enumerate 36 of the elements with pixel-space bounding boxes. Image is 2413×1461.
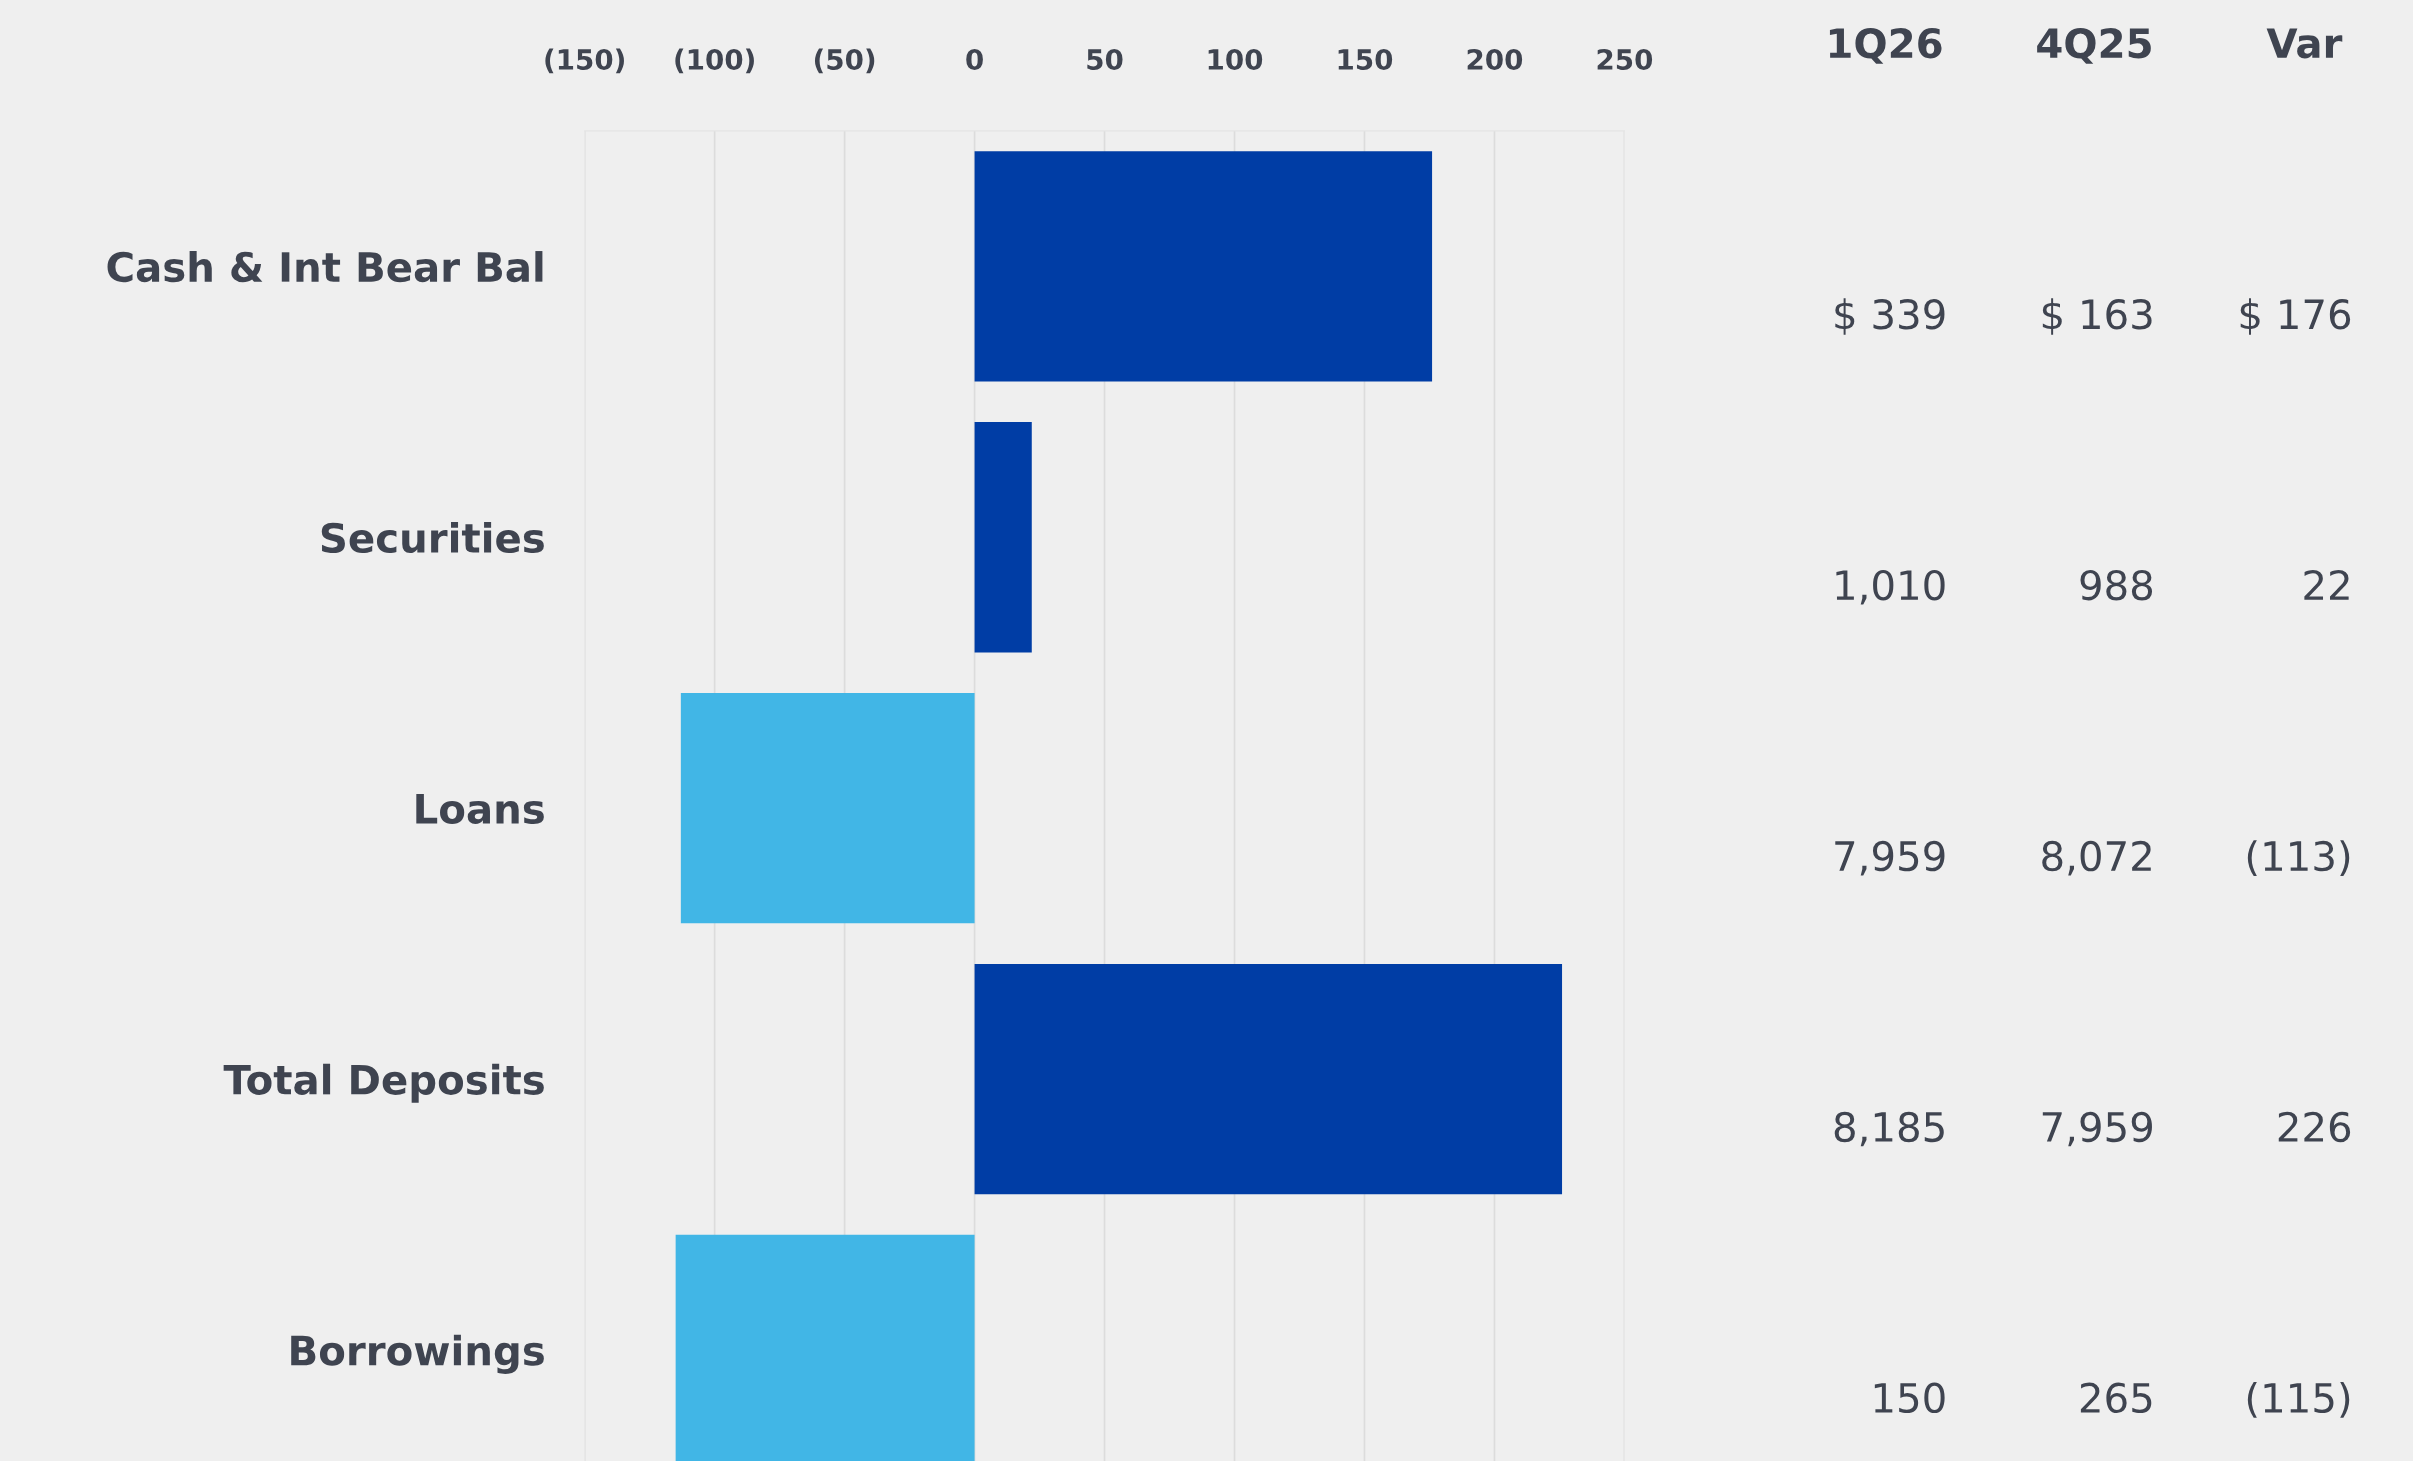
data-label: (113) [2247, 840, 2350, 877]
y-tick-label: Cash & Int Bear Bal [107, 251, 543, 283]
data-label: 22 [2304, 569, 2349, 600]
text: 150 [1874, 1382, 1945, 1414]
data-label: $ 176 [2240, 298, 2351, 335]
x-tick-label: 200 [1467, 48, 1523, 70]
text: 265 [2080, 1382, 2152, 1414]
bar [974, 422, 1032, 653]
text: $ 163 [2042, 298, 2152, 335]
text: 1,010 [1836, 569, 1945, 605]
bar [974, 151, 1433, 382]
text: 4Q25 [2037, 27, 2151, 64]
bar [680, 693, 975, 924]
x-tick-label: (50) [814, 48, 875, 74]
x-tick-label: 100 [1208, 48, 1263, 70]
text: 8,185 [1834, 1111, 1944, 1147]
text: 988 [2080, 569, 2153, 601]
text: Var [2266, 28, 2343, 59]
y-tick-label: Total Deposits [223, 1063, 544, 1103]
text: 7,959 [2042, 1111, 2152, 1147]
text: 1Q26 [1829, 27, 1942, 64]
x-tick-label: (150) [545, 48, 624, 74]
data-label: (115) [2247, 1381, 2350, 1418]
y-tick-label: Securities [321, 521, 544, 554]
data-label: 226 [2278, 1111, 2351, 1143]
x-tick-label: 0 [966, 48, 983, 70]
x-tick-label: 250 [1597, 48, 1653, 70]
x-tick-label: (100) [675, 48, 754, 74]
y-tick-label: Borrowings [291, 1334, 544, 1374]
y-tick-label: Loans [416, 794, 544, 825]
text: 8,072 [2042, 840, 2151, 876]
text: 7,959 [1835, 840, 1945, 876]
x-tick-label: 50 [1087, 48, 1123, 70]
x-tick-label: 150 [1338, 48, 1393, 70]
bar [974, 963, 1563, 1195]
text: $ 339 [1835, 298, 1945, 335]
